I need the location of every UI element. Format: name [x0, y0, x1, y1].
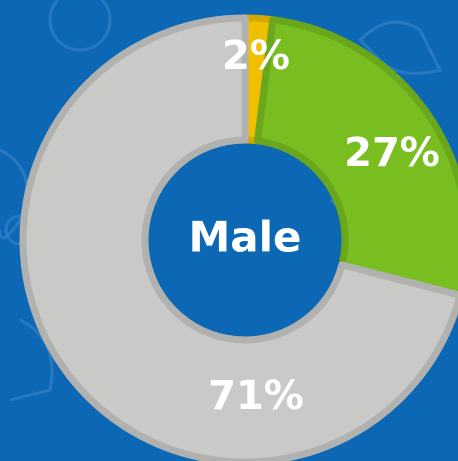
- value-label: 2%: [222, 33, 290, 79]
- slice: [254, 16, 458, 299]
- center-label: Male: [188, 213, 301, 262]
- slice: [19, 14, 458, 461]
- donut: [19, 14, 458, 461]
- value-label: 27%: [344, 130, 440, 176]
- value-label: 71%: [208, 373, 304, 419]
